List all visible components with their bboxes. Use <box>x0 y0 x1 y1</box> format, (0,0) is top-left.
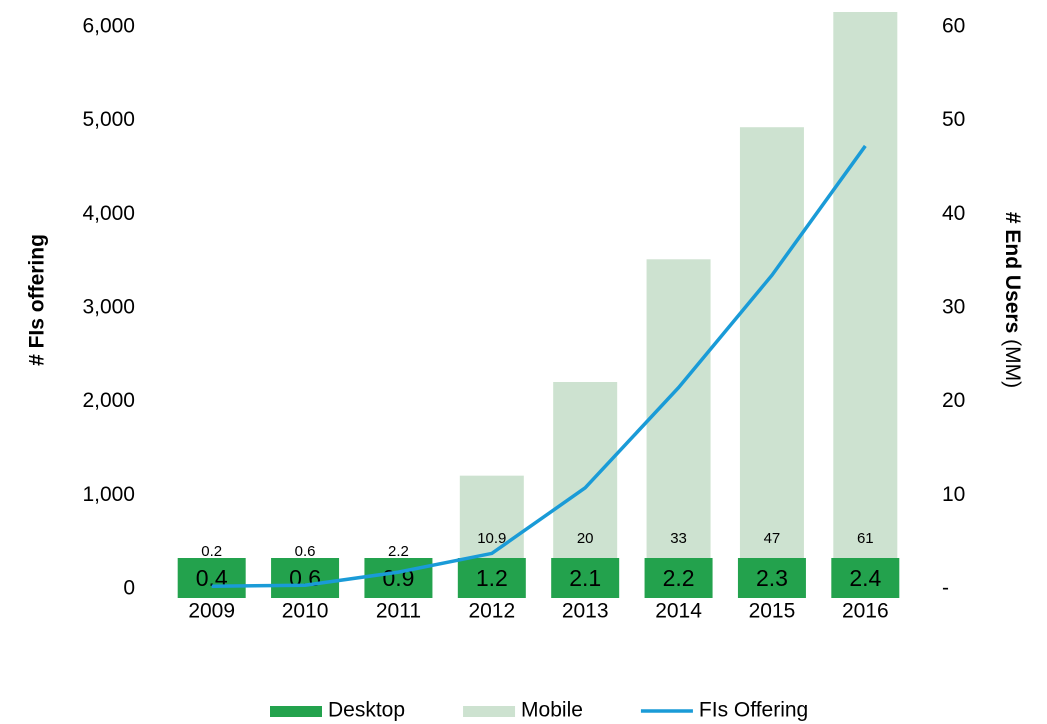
data-label: 2.4 <box>849 565 881 591</box>
x-tick-label: 2012 <box>468 600 515 623</box>
y2-tick-label: 60 <box>942 15 965 38</box>
y-tick-label: 3,000 <box>82 296 135 319</box>
y2-axis-title-main: # End Users <box>1001 212 1024 333</box>
data-label-box <box>831 558 900 598</box>
data-label: 61 <box>857 530 874 547</box>
legend-label: FIs Offering <box>699 699 808 722</box>
y-tick-label: 2,000 <box>82 389 135 412</box>
plot <box>179 12 898 589</box>
y-tick-label: 0 <box>123 577 135 600</box>
data-label: 2.2 <box>663 565 695 591</box>
data-label: 2.3 <box>756 565 788 591</box>
y-axis-title: # FIs offering <box>26 234 49 366</box>
line-fis-offering <box>211 144 867 588</box>
x-tick-label: 2010 <box>282 600 329 623</box>
y2-axis-title-unit: (MM) <box>1001 339 1024 388</box>
y-tick-label: 5,000 <box>82 108 135 131</box>
y2-tick-label: 10 <box>942 483 965 506</box>
y2-tick-label: 50 <box>942 108 965 131</box>
y2-tick-label: 20 <box>942 389 965 412</box>
data-label: 47 <box>764 530 781 547</box>
x-tick-label: 2009 <box>188 600 235 623</box>
data-label-box <box>551 558 620 598</box>
bar-mobile <box>833 12 898 567</box>
legend-swatch <box>270 706 322 717</box>
x-tick-label: 2011 <box>376 600 421 623</box>
data-label: 2.1 <box>569 565 601 591</box>
data-label-box <box>737 558 806 598</box>
data-label-box <box>271 558 340 598</box>
x-tick-label: 2014 <box>655 600 702 623</box>
y2-tick-label: - <box>942 577 949 600</box>
data-label: 20 <box>577 530 594 547</box>
bar-mobile <box>646 259 711 569</box>
y2-tick-label: 30 <box>942 296 965 319</box>
x-tick-label: 2015 <box>749 600 796 623</box>
legend-label: Desktop <box>328 699 405 722</box>
data-label: 0.6 <box>289 565 321 591</box>
data-label-box <box>457 558 526 598</box>
data-label-box <box>364 558 433 598</box>
data-label-box <box>177 558 246 598</box>
bar-mobile <box>739 127 804 568</box>
data-label: 1.2 <box>476 565 508 591</box>
y2-tick-label: 40 <box>942 202 965 225</box>
y-tick-label: 4,000 <box>82 202 135 225</box>
data-label: 0.2 <box>201 543 222 560</box>
legend-swatch <box>463 706 516 717</box>
data-label: 2.2 <box>388 543 409 560</box>
y-tick-label: 1,000 <box>82 483 135 506</box>
y2-axis-title: # End Users (MM) <box>1001 212 1024 388</box>
data-label-box <box>644 558 713 598</box>
legend-label: Mobile <box>521 699 583 722</box>
data-label: 33 <box>670 530 687 547</box>
data-label: 10.9 <box>477 530 506 547</box>
x-tick-label: 2013 <box>562 600 609 623</box>
bar-mobile <box>553 381 618 570</box>
y-tick-label: 6,000 <box>82 15 135 38</box>
data-label: 0.6 <box>295 543 316 560</box>
x-tick-label: 2016 <box>842 600 889 623</box>
